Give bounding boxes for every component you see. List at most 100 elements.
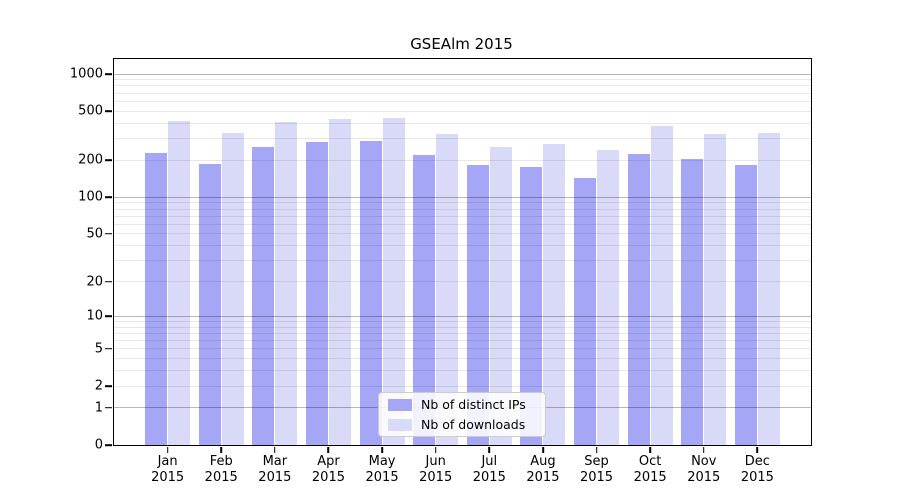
bar-downloads-feb [221, 133, 244, 445]
y-tick-1000 [105, 73, 113, 75]
bar-distinct-ips-jul [466, 164, 489, 445]
x-tick-year: 2015 [151, 470, 185, 486]
x-tick-year: 2015 [311, 470, 345, 486]
bar-downloads-may [382, 118, 405, 445]
legend-label-downloads: Nb of downloads [421, 417, 526, 432]
legend-swatch-distinct-ips [388, 398, 412, 411]
x-tick-month: Apr [317, 454, 340, 469]
x-tick-label-feb: Feb 2015 [205, 454, 238, 487]
x-tick-month: Mar [262, 454, 288, 469]
y-tick-label-0: 0 [94, 437, 103, 453]
x-tick-label-sep: Sep 2015 [580, 454, 613, 487]
bar-downloads-mar [275, 122, 298, 445]
y-tick-label-1: 1 [94, 400, 103, 416]
x-tick-jun [434, 446, 437, 453]
bar-distinct-ips-may [359, 141, 382, 445]
gridline-minor-3 [114, 370, 811, 372]
y-tick-label-1000: 1000 [69, 66, 103, 82]
bar-downloads-dec [757, 132, 780, 445]
gridline-minor-30 [114, 260, 811, 262]
plot-area: Nb of distinct IPs Nb of downloads Jan 20… [70, 58, 812, 485]
gridline-major-10 [114, 315, 811, 317]
gridline-minor-8 [114, 326, 811, 328]
x-tick-label-nov: Nov 2015 [687, 454, 720, 487]
gridline-minor-4 [114, 358, 811, 360]
x-tick-month: Jun [425, 454, 446, 469]
gridline-minor-200 [114, 159, 811, 161]
x-tick-oct [649, 446, 651, 453]
bar-downloads-aug [543, 144, 566, 445]
x-tick-year: 2015 [472, 470, 506, 486]
bar-distinct-ips-apr [305, 142, 328, 445]
x-tick-year: 2015 [740, 470, 774, 486]
gridline-minor-60 [114, 223, 811, 225]
x-tick-month: Sep [584, 454, 609, 469]
x-tick-mar [274, 446, 276, 453]
x-tick-dec [756, 446, 759, 453]
x-tick-label-jun: Jun 2015 [419, 454, 452, 487]
bar-distinct-ips-nov [681, 159, 704, 445]
y-tick-label-200: 200 [78, 152, 103, 168]
gridline-minor-400 [114, 122, 811, 124]
gridline-minor-40 [114, 245, 811, 247]
x-tick-label-jan: Jan 2015 [151, 454, 184, 487]
legend: Nb of distinct IPs Nb of downloads [378, 392, 546, 437]
gridline-minor-700 [114, 92, 811, 94]
y-tick-label-100: 100 [78, 189, 103, 205]
y-tick-label-2: 2 [94, 378, 103, 394]
y-tick-1 [105, 406, 113, 409]
gridline-minor-90 [114, 202, 811, 204]
x-tick-label-mar: Mar 2015 [258, 454, 291, 487]
bar-downloads-oct [650, 126, 673, 445]
y-tick-label-20: 20 [86, 274, 103, 289]
bar-distinct-ips-aug [520, 166, 543, 445]
legend-label-distinct-ips: Nb of distinct IPs [421, 397, 526, 412]
bar-distinct-ips-dec [734, 164, 757, 445]
gridline-minor-50 [114, 233, 811, 235]
x-tick-jul [488, 446, 491, 453]
bar-distinct-ips-jun [413, 154, 436, 445]
y-tick-20 [105, 280, 113, 283]
x-tick-apr [327, 446, 330, 453]
x-tick-may [381, 446, 383, 453]
bar-downloads-apr [328, 118, 351, 445]
legend-swatch-downloads [388, 418, 412, 431]
x-tick-year: 2015 [204, 470, 238, 486]
gridline-minor-600 [114, 100, 811, 102]
bar-distinct-ips-oct [627, 154, 650, 445]
gridline-minor-900 [114, 79, 811, 81]
gridline-minor-20 [114, 281, 811, 282]
chart-title: GSEAlm 2015 [410, 35, 513, 53]
y-tick-100 [105, 196, 113, 198]
gridline-minor-2 [114, 385, 811, 387]
x-tick-month: Jan [157, 454, 178, 469]
y-tick-10 [105, 315, 113, 318]
legend-row-downloads: Nb of downloads [379, 417, 545, 432]
y-tick-50 [105, 233, 113, 235]
x-tick-month: Nov [691, 454, 717, 469]
bar-downloads-nov [704, 134, 727, 445]
y-tick-0 [105, 444, 113, 446]
gridline-minor-500 [114, 110, 811, 112]
gridline-minor-300 [114, 138, 811, 140]
gridline-minor-9 [114, 320, 811, 322]
y-tick-5 [105, 347, 113, 350]
gridline-minor-5 [114, 348, 811, 350]
x-tick-year: 2015 [526, 470, 560, 486]
x-tick-month: Jul [481, 454, 498, 469]
gridline-minor-7 [114, 332, 811, 334]
x-tick-year: 2015 [365, 470, 399, 486]
y-tick-500 [105, 110, 113, 112]
x-tick-sep [595, 446, 598, 453]
x-tick-feb [220, 446, 223, 453]
x-tick-month: May [368, 454, 396, 469]
x-tick-year: 2015 [258, 470, 292, 486]
gridline-minor-800 [114, 85, 811, 87]
gridline-major-1000 [114, 73, 811, 75]
bar-downloads-jun [436, 133, 459, 445]
x-tick-label-oct: Oct 2015 [634, 454, 667, 487]
gridline-minor-6 [114, 340, 811, 341]
x-tick-year: 2015 [579, 470, 614, 486]
x-tick-label-may: May 2015 [366, 454, 399, 487]
